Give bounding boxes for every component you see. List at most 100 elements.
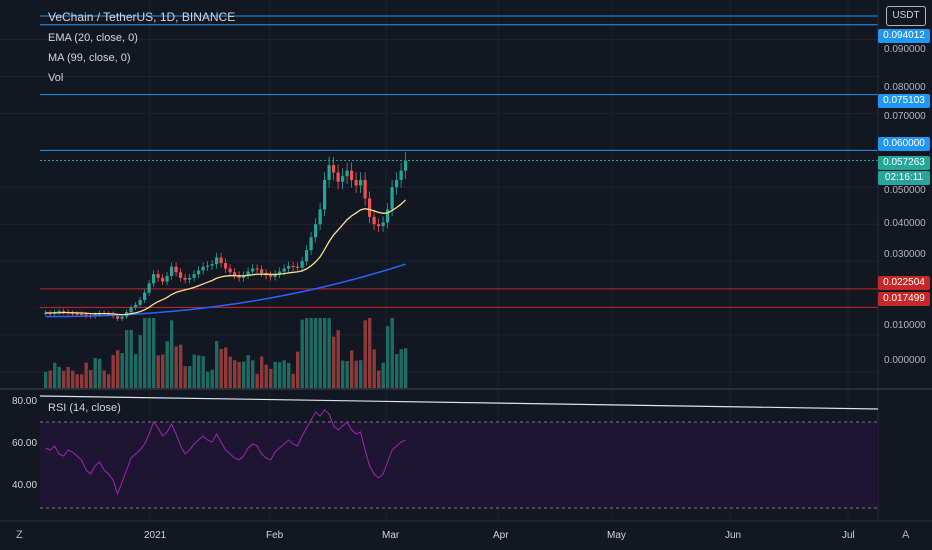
time-label: Feb	[266, 530, 284, 541]
volume-bar	[102, 370, 106, 388]
candle	[84, 314, 88, 316]
candle	[368, 198, 372, 217]
candle	[350, 170, 354, 180]
candle	[215, 257, 219, 265]
candles	[44, 152, 408, 321]
volume-bar	[246, 355, 250, 388]
candle	[399, 170, 403, 180]
volume-bar	[291, 373, 295, 388]
volume-bar	[62, 370, 66, 388]
candle	[246, 271, 250, 276]
volume-bar	[242, 361, 246, 388]
volume-bar	[318, 318, 322, 388]
candle	[206, 265, 210, 267]
volume-bar	[404, 348, 408, 388]
volume-bar	[98, 358, 102, 388]
candle	[237, 275, 241, 278]
price-tick: 0.090000	[884, 44, 926, 55]
volume-bar	[44, 371, 48, 388]
volume-bar	[264, 364, 268, 388]
volume-bar	[327, 318, 331, 388]
candle	[75, 313, 79, 315]
candle	[192, 274, 196, 278]
candle	[363, 179, 367, 199]
zoom-button[interactable]: Z	[16, 529, 23, 541]
ema-legend[interactable]: EMA (20, close, 0)	[48, 32, 138, 44]
candle	[395, 179, 399, 188]
candle	[161, 277, 165, 282]
candle	[134, 304, 138, 308]
volume-bar	[197, 355, 201, 388]
volume-bar	[368, 318, 372, 388]
volume-bar	[116, 350, 120, 388]
volume-bar	[134, 354, 138, 388]
candle	[129, 307, 133, 313]
price-tick: 0.030000	[884, 249, 926, 260]
rsi-legend[interactable]: RSI (14, close)	[48, 402, 121, 414]
volume-bar	[233, 360, 237, 388]
candle	[183, 277, 187, 280]
level-label: 0.022504	[878, 276, 930, 290]
volume-bar	[215, 341, 219, 388]
volume-bar	[66, 366, 70, 388]
volume-bar	[120, 353, 124, 388]
candle	[165, 275, 169, 282]
volume-bar	[296, 351, 300, 388]
candle	[143, 292, 147, 300]
rsi-line	[45, 409, 406, 496]
volume-bar	[390, 318, 394, 388]
candle	[269, 275, 273, 277]
volume-bar	[314, 318, 318, 388]
volume-bar	[300, 319, 304, 388]
auto-scale-button[interactable]: A	[902, 529, 910, 541]
time-label: 2021	[144, 530, 167, 541]
candle	[228, 268, 232, 273]
volume-bar	[75, 374, 79, 388]
ma-legend[interactable]: MA (99, close, 0)	[48, 52, 131, 64]
price-tick: 0.000000	[884, 355, 926, 366]
volume-bar	[309, 318, 313, 388]
price-tick: 0.070000	[884, 111, 926, 122]
volume-bar	[372, 349, 376, 388]
candle	[62, 311, 66, 313]
candle	[305, 250, 309, 262]
candle	[314, 224, 318, 238]
symbol-title[interactable]: VeChain / TetherUS, 1D, BINANCE	[48, 10, 236, 24]
candle	[323, 179, 327, 210]
time-label: Jul	[842, 530, 855, 541]
volume-bar	[107, 374, 111, 388]
countdown-label: 02:16:11	[878, 171, 930, 185]
candle	[291, 265, 295, 267]
vol-legend[interactable]: Vol	[48, 72, 64, 84]
candle	[345, 170, 349, 177]
volume-bar	[219, 348, 223, 388]
volume-bar	[48, 370, 52, 388]
volume-bar	[224, 347, 228, 388]
candle	[233, 272, 237, 276]
candle	[57, 311, 61, 313]
candle	[278, 271, 282, 275]
level-label: 0.060000	[878, 137, 930, 151]
volume-bar	[354, 360, 358, 388]
level-label: 0.017499	[878, 292, 930, 306]
candle	[174, 266, 178, 273]
volume-bar	[53, 362, 57, 388]
candle	[404, 160, 408, 171]
candle	[210, 264, 214, 266]
candle	[170, 266, 174, 276]
currency-button[interactable]: USDT	[886, 6, 926, 26]
volume-bar	[206, 371, 210, 388]
candle	[372, 216, 376, 225]
volume-bar	[147, 318, 151, 388]
time-label: Jun	[725, 530, 742, 541]
candle	[273, 274, 277, 277]
candle	[296, 266, 300, 268]
volume-bars	[44, 318, 408, 388]
candle	[116, 316, 120, 319]
candle	[390, 187, 394, 210]
candle	[71, 312, 75, 314]
volume-bar	[350, 350, 354, 388]
candle	[242, 275, 246, 278]
volume-bar	[174, 346, 178, 388]
